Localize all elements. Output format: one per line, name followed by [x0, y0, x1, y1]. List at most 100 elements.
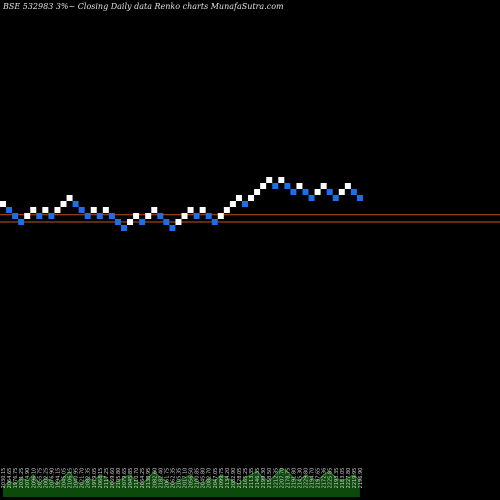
x-tick-label: 2105.80 — [116, 468, 122, 489]
renko-brick — [78, 207, 85, 213]
renko-brick — [350, 189, 357, 195]
x-tick-label: 2064.25 — [140, 468, 146, 489]
x-tick-label: 2082.70 — [207, 468, 213, 489]
renko-brick — [308, 195, 315, 201]
x-tick-label: 2128.05 — [237, 468, 243, 489]
x-tick-label: 1976.75 — [13, 468, 19, 489]
x-tick-label: 2082.90 — [231, 468, 237, 489]
x-tick-label: 2165.25 — [243, 468, 249, 489]
renko-brick — [96, 213, 103, 219]
renko-brick — [133, 213, 140, 219]
x-tick-label: 2062.35 — [170, 468, 176, 489]
renko-brick — [284, 183, 291, 189]
x-tick-label: 2074.90 — [25, 468, 31, 489]
x-tick-label: 2002.25 — [43, 468, 49, 489]
renko-brick — [211, 219, 218, 225]
x-tick-label: 2031.25 — [19, 468, 25, 489]
x-tick-label: 2225.85 — [328, 468, 334, 489]
renko-brick — [302, 189, 309, 195]
renko-brick — [108, 213, 115, 219]
renko-brick — [266, 177, 273, 183]
x-tick-label: 2021.70 — [80, 468, 86, 489]
x-tick-label: 2212.35 — [273, 468, 279, 489]
renko-brick — [145, 213, 152, 219]
x-tick-label: 2145.30 — [297, 468, 303, 489]
renko-brick — [169, 225, 176, 231]
renko-brick — [18, 219, 25, 225]
x-tick-label: 2030.15 — [1, 468, 7, 489]
renko-brick — [242, 201, 248, 207]
x-tick-label: 2110.70 — [134, 468, 140, 489]
x-tick-label: 2113.35 — [249, 468, 255, 489]
renko-brick — [217, 213, 224, 219]
x-tick-label: 2100.85 — [195, 468, 201, 489]
renko-brick — [84, 213, 91, 219]
x-tick-label: 1979.05 — [92, 468, 98, 489]
x-tick-label: 2082.35 — [86, 468, 92, 489]
renko-brick — [66, 195, 73, 201]
x-tick-label: 2105.35 — [176, 468, 182, 489]
x-tick-label: 2117.25 — [104, 468, 110, 489]
x-tick-label: 2191.80 — [291, 468, 297, 489]
x-tick-label: 2045.05 — [62, 468, 68, 489]
x-tick-label: 2076.90 — [49, 468, 55, 489]
x-tick-label: 2193.35 — [334, 468, 340, 489]
renko-brick — [42, 207, 49, 213]
renko-brick — [314, 189, 321, 195]
renko-brick — [139, 219, 146, 225]
x-tick-label: 2047.05 — [213, 468, 219, 489]
volume-line — [2, 467, 361, 488]
renko-brick — [332, 195, 339, 201]
x-tick-label: 2146.35 — [255, 468, 261, 489]
x-tick-label: 2194.70 — [310, 468, 316, 489]
x-tick-label: 2061.75 — [164, 468, 170, 489]
x-tick-label: 2183.05 — [340, 468, 346, 489]
x-tick-label: 2182.40 — [158, 468, 164, 489]
x-tick-label: 2040.95 — [74, 468, 80, 489]
renko-brick — [90, 207, 97, 213]
x-tick-label: 2178.75 — [285, 468, 291, 489]
renko-brick — [320, 183, 327, 189]
x-tick-label: 2099.75 — [219, 468, 225, 489]
renko-brick — [296, 183, 303, 189]
x-tick-label: 2068.15 — [98, 468, 104, 489]
renko-brick — [278, 177, 285, 183]
x-tick-label: 2106.15 — [68, 468, 74, 489]
renko-brick — [290, 189, 297, 195]
chart-title: BSE 532983 3%~ Closing Daily data Renko … — [3, 2, 284, 11]
renko-brick — [229, 201, 236, 207]
x-tick-label: 2227.80 — [346, 468, 352, 489]
renko-brick — [60, 201, 67, 207]
x-tick-label: 2069.60 — [110, 468, 116, 489]
renko-brick — [344, 183, 351, 189]
x-tick-label: 2134.20 — [225, 468, 231, 489]
x-tick-label: 2017.10 — [183, 468, 189, 489]
renko-brick — [248, 195, 255, 201]
x-tick-label: 2056.50 — [189, 468, 195, 489]
renko-brick — [260, 183, 267, 189]
renko-brick — [193, 213, 200, 219]
renko-brick — [72, 201, 79, 207]
renko-brick — [163, 219, 170, 225]
renko-brick — [254, 189, 261, 195]
x-tick-label: 2096.10 — [31, 468, 37, 489]
x-tick-label: 2064.65 — [7, 468, 13, 489]
x-tick-label: 2196.90 — [358, 468, 364, 489]
x-tick-label: 2219.95 — [352, 468, 358, 489]
renko-brick — [127, 219, 134, 225]
x-tick-label: 2172.36 — [322, 468, 328, 489]
renko-brick — [114, 219, 121, 225]
x-tick-label: 2082.60 — [152, 468, 158, 489]
renko-brick — [223, 207, 230, 213]
renko-brick — [338, 189, 345, 195]
renko-brick — [0, 201, 6, 207]
renko-brick — [205, 213, 212, 219]
x-tick-label: 2045.85 — [128, 468, 134, 489]
renko-brick — [24, 213, 31, 219]
renko-brick — [36, 213, 43, 219]
renko-brick — [12, 213, 19, 219]
renko-brick — [235, 195, 242, 201]
x-tick-label: 1994.15 — [55, 468, 61, 489]
renko-brick — [272, 183, 279, 189]
volume-area — [3, 468, 360, 497]
